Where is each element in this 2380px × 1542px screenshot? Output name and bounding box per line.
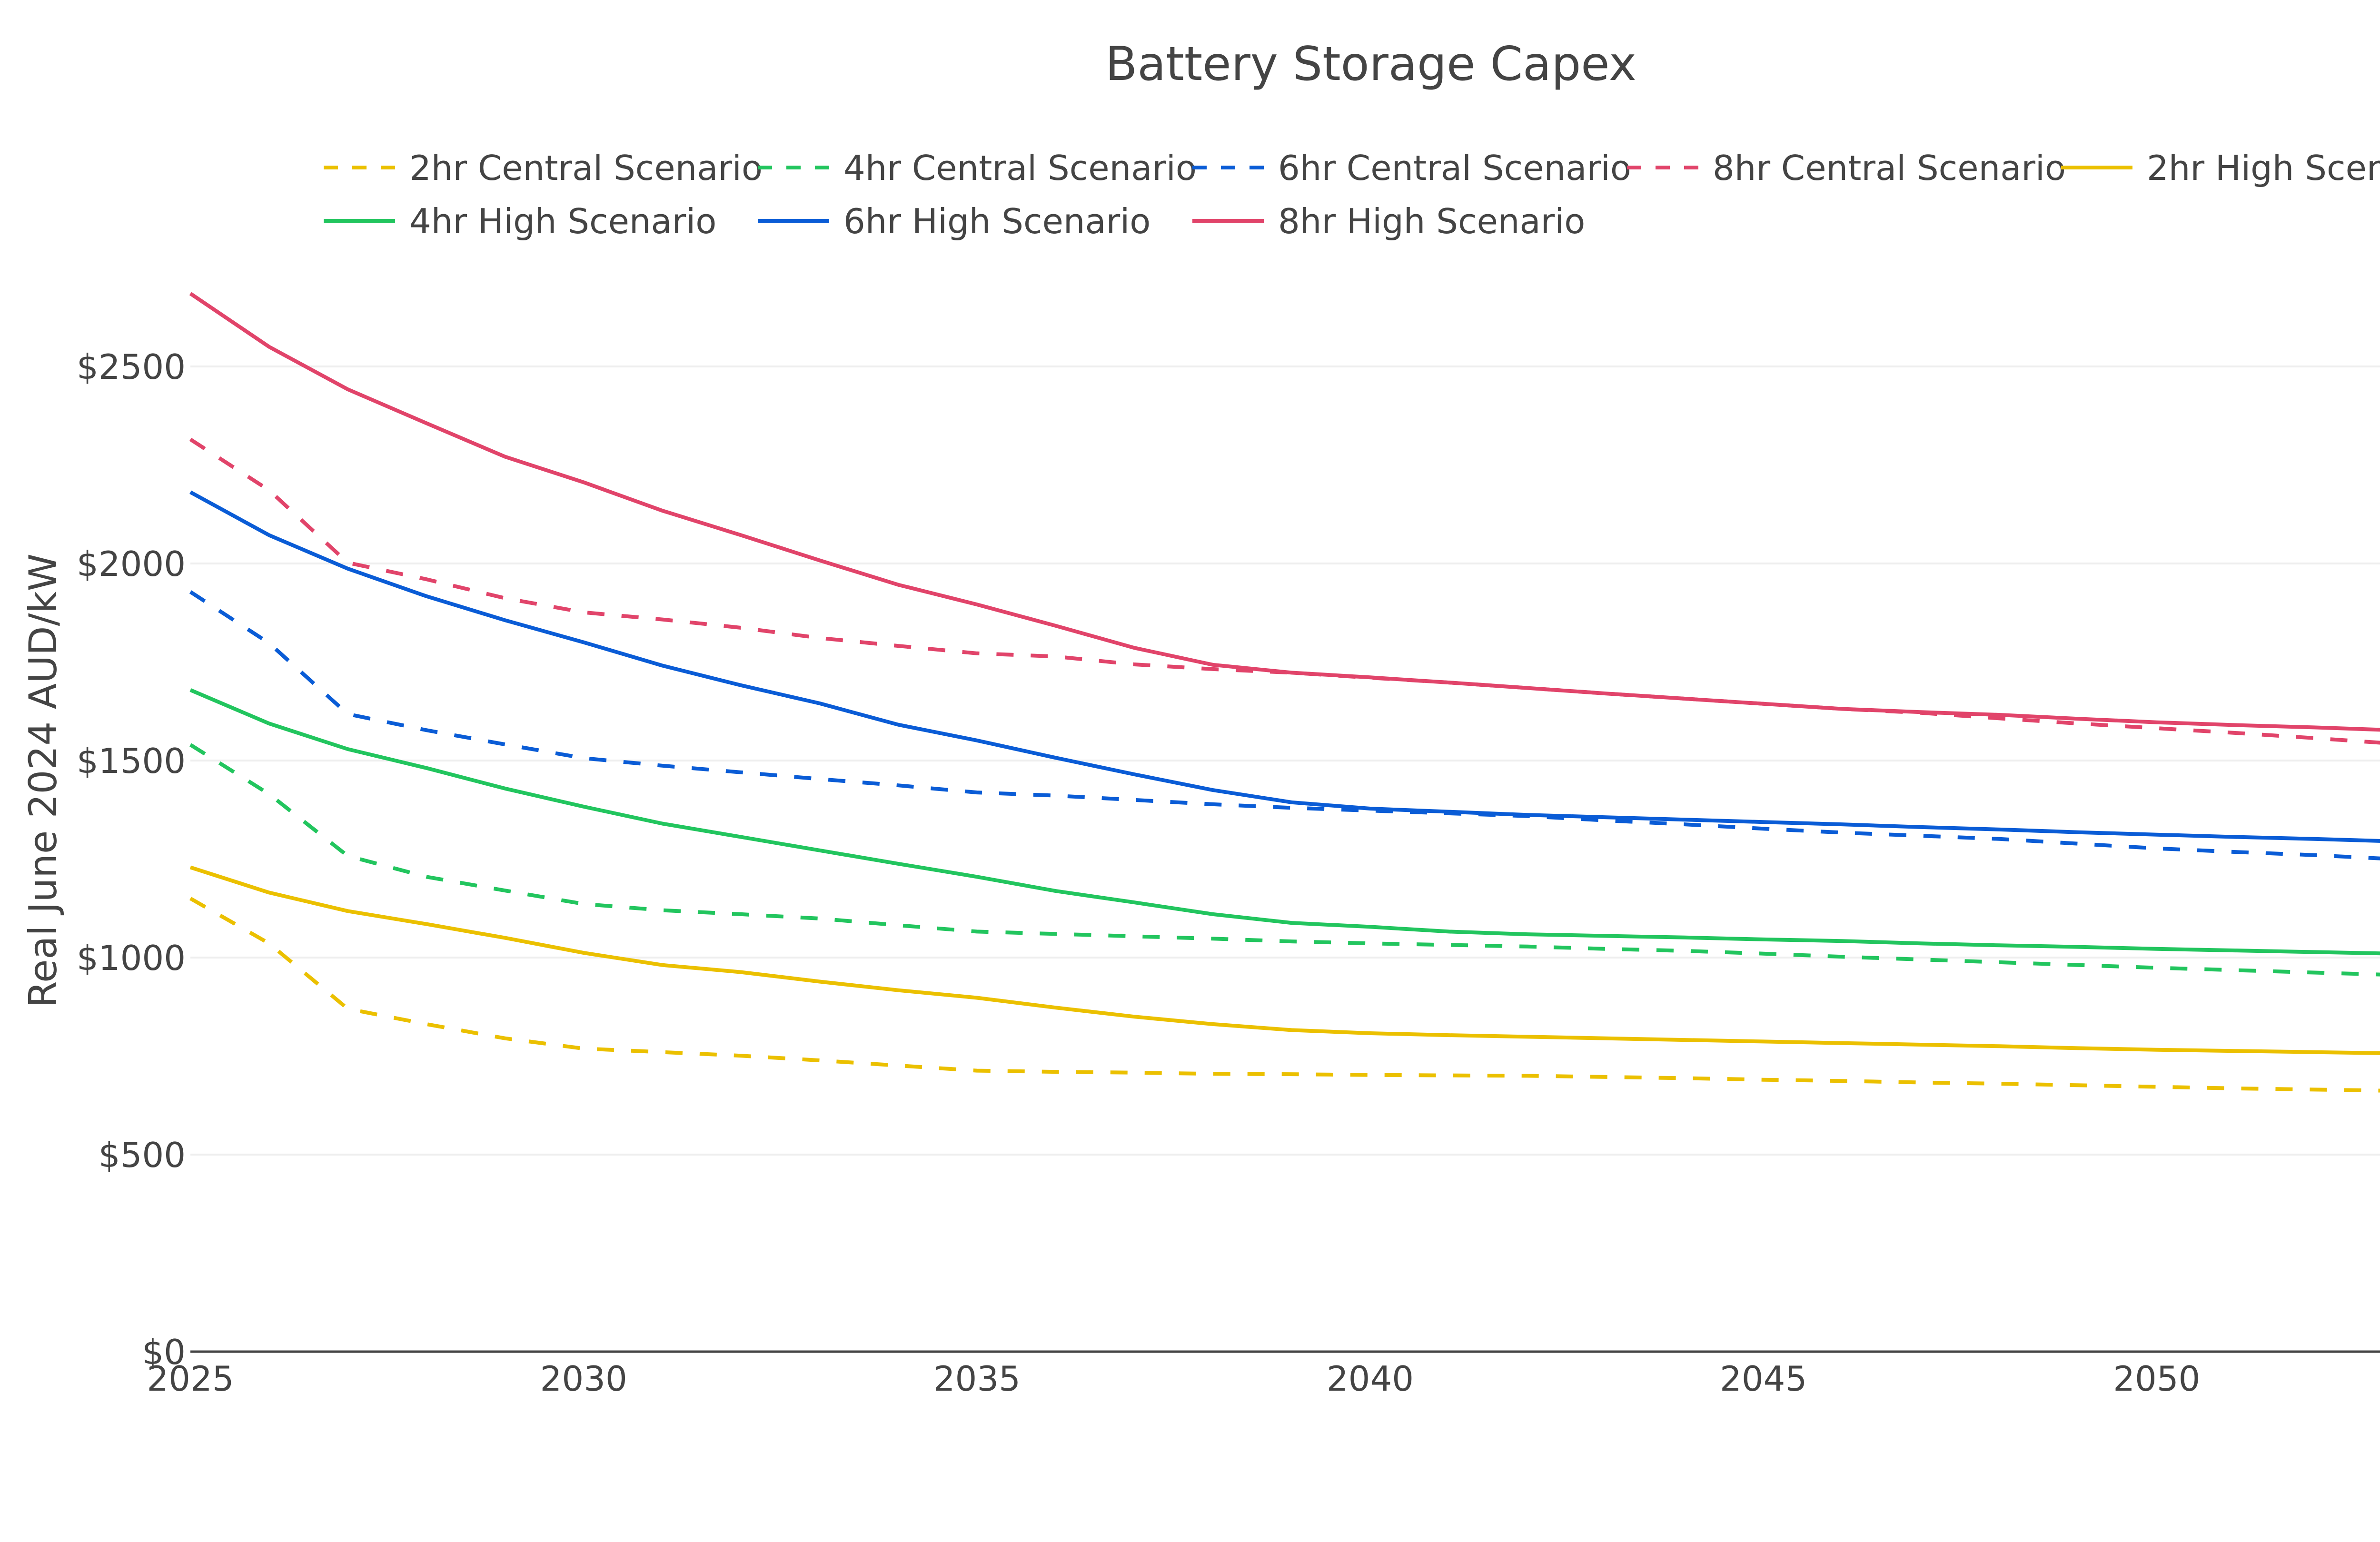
series-line-6hr-high-scenario: [189, 490, 2380, 843]
series-line-8hr-high-scenario: [189, 292, 2380, 732]
legend-label: 6hr High Scenario: [843, 201, 1150, 241]
legend-item[interactable]: 6hr High Scenario: [758, 201, 1150, 241]
legend-label: 2hr High Scenario: [2147, 148, 2380, 188]
legend-item[interactable]: 2hr Central Scenario: [324, 148, 763, 188]
legend-item[interactable]: 4hr Central Scenario: [758, 148, 1197, 188]
x-axis-ticks: 2025203020352040204520502055: [147, 1359, 2200, 1399]
x-tick-label: 2025: [147, 1359, 234, 1399]
y-tick-label: $2500: [77, 347, 186, 387]
x-tick-label: 2045: [1720, 1359, 1807, 1399]
legend-item[interactable]: 6hr Central Scenario: [1192, 148, 1631, 188]
y-tick-label: $1500: [77, 741, 186, 781]
legend: 2hr Central Scenario 4hr Central Scenario…: [324, 148, 2380, 241]
gridlines: [190, 366, 2380, 1156]
legend-item[interactable]: 4hr High Scenario: [324, 201, 716, 241]
legend-label: 8hr High Scenario: [1278, 201, 1585, 241]
legend-label: 8hr Central Scenario: [1713, 148, 2066, 188]
legend-label: 4hr High Scenario: [409, 201, 716, 241]
y-tick-label: $2000: [77, 544, 186, 584]
series-lines: [189, 292, 2380, 1093]
y-tick-label: $0: [142, 1332, 186, 1372]
y-axis-ticks: $0 $500 $1000 $1500 $2000 $2500: [77, 347, 186, 1372]
legend-label: 4hr Central Scenario: [843, 148, 1197, 188]
x-tick-label: 2035: [933, 1359, 1021, 1399]
y-axis-title: Real June 2024 AUD/kW: [21, 554, 65, 1008]
legend-item[interactable]: 8hr Central Scenario: [1627, 148, 2066, 188]
y-tick-label: $500: [99, 1135, 186, 1175]
legend-item[interactable]: 2hr High Scenario: [2061, 148, 2380, 188]
legend-item[interactable]: 8hr High Scenario: [1192, 201, 1585, 241]
legend-label: 2hr Central Scenario: [409, 148, 763, 188]
x-tick-label: 2040: [1327, 1359, 1414, 1399]
x-tick-label: 2030: [540, 1359, 627, 1399]
legend-label: 6hr Central Scenario: [1278, 148, 1631, 188]
x-tick-label: 2050: [2113, 1359, 2200, 1399]
series-line-2hr-high-scenario: [189, 865, 2380, 1055]
chart-title: Battery Storage Capex: [1105, 37, 1636, 91]
series-line-4hr-high-scenario: [189, 688, 2380, 956]
y-tick-label: $1000: [77, 938, 186, 978]
